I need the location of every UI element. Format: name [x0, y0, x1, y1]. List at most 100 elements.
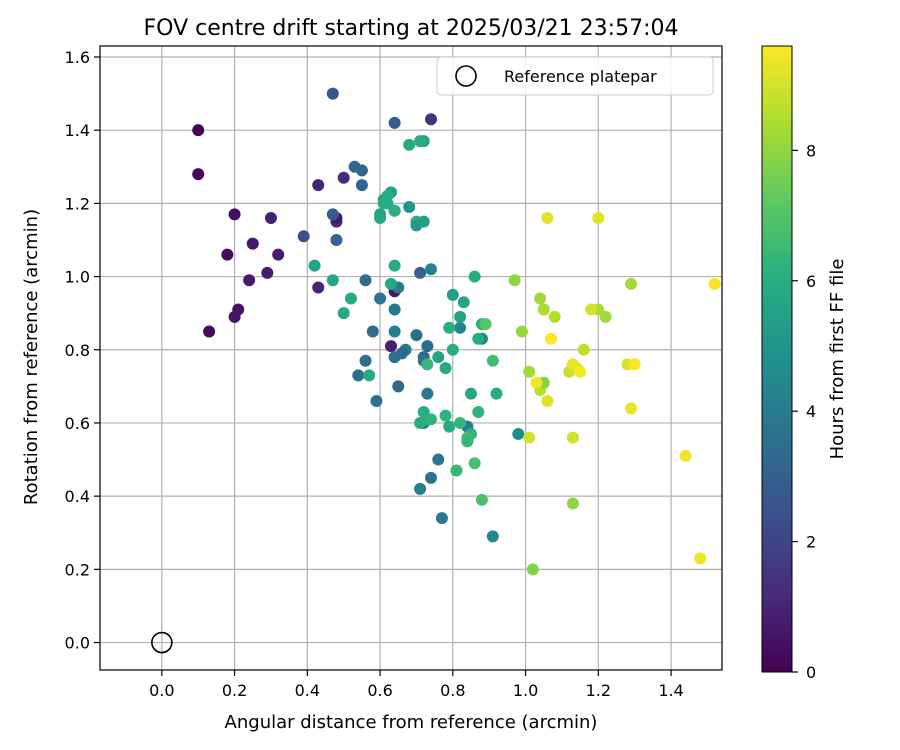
data-point	[472, 332, 485, 345]
data-point	[374, 212, 387, 225]
colorbar	[761, 45, 793, 673]
data-point	[446, 343, 459, 356]
data-point	[337, 171, 350, 184]
data-point	[388, 303, 401, 316]
data-point	[585, 303, 598, 316]
data-point	[432, 453, 445, 466]
colorbar-label: Hours from first FF file	[827, 259, 848, 460]
chart-title: FOV centre drift starting at 2025/03/21 …	[144, 16, 679, 41]
data-point	[326, 274, 339, 287]
plot-frame	[99, 45, 723, 671]
data-point	[366, 325, 379, 338]
data-point	[352, 369, 365, 382]
y-tick-label: 0.0	[65, 634, 90, 653]
data-point	[228, 310, 241, 323]
data-point	[508, 274, 521, 287]
data-point	[388, 116, 401, 129]
data-point	[566, 497, 579, 510]
data-point	[421, 358, 434, 371]
colorbar-tick-label: 4	[806, 402, 816, 421]
data-point	[439, 409, 452, 422]
data-point	[694, 552, 707, 565]
data-point	[566, 431, 579, 444]
data-point	[454, 310, 467, 323]
data-point	[515, 325, 528, 338]
data-point	[490, 387, 503, 400]
data-point	[537, 303, 550, 316]
colorbar-tick-label: 8	[806, 141, 816, 160]
data-point	[414, 135, 427, 148]
data-point	[330, 233, 343, 246]
data-point	[388, 204, 401, 217]
data-point	[625, 402, 638, 415]
data-point	[708, 277, 721, 290]
data-point	[534, 292, 547, 305]
x-tick-label: 0.2	[222, 681, 247, 700]
data-point	[388, 325, 401, 338]
data-point	[417, 215, 430, 228]
y-tick-label: 0.4	[65, 487, 90, 506]
y-tick-label: 0.2	[65, 560, 90, 579]
data-point	[465, 387, 478, 400]
data-point	[523, 365, 536, 378]
data-point	[443, 321, 456, 334]
data-point	[443, 420, 456, 433]
data-point	[548, 310, 561, 323]
data-point	[421, 340, 434, 353]
data-point	[577, 343, 590, 356]
data-point	[421, 387, 434, 400]
data-point	[541, 212, 554, 225]
x-tick-label: 1.2	[586, 681, 611, 700]
colorbar-tick-label: 6	[806, 272, 816, 291]
data-point	[326, 87, 339, 100]
data-point	[523, 431, 536, 444]
data-point	[414, 266, 427, 279]
data-point	[388, 259, 401, 272]
data-point	[192, 124, 205, 137]
data-point	[628, 358, 641, 371]
reference-point	[151, 631, 173, 654]
data-point	[432, 351, 445, 364]
data-point	[359, 274, 372, 287]
data-point	[261, 266, 274, 279]
y-axis-ticks: 0.0 0.2 0.4 0.6 0.8 1.0 1.2 1.4 1.6	[65, 48, 100, 653]
legend: Reference platepar	[436, 56, 714, 96]
data-point	[203, 325, 216, 338]
data-point	[414, 482, 427, 495]
legend-marker-reference	[455, 65, 477, 87]
data-point	[326, 208, 339, 221]
data-point	[468, 270, 481, 283]
data-point	[243, 274, 256, 287]
data-point	[425, 113, 438, 126]
data-point	[297, 230, 310, 243]
x-tick-label: 0.8	[440, 681, 465, 700]
legend-box	[436, 56, 714, 96]
colorbar-ticks: 0 2 4 6 8	[792, 141, 816, 682]
data-point	[370, 395, 383, 408]
data-point	[410, 329, 423, 342]
y-tick-label: 0.6	[65, 414, 90, 433]
data-point	[472, 405, 485, 418]
data-point	[312, 281, 325, 294]
x-tick-label: 1.0	[513, 681, 538, 700]
data-point	[541, 395, 554, 408]
x-tick-label: 1.4	[658, 681, 683, 700]
data-point	[403, 201, 416, 214]
data-point	[355, 179, 368, 192]
data-point	[454, 321, 467, 334]
scatter-points	[192, 87, 721, 576]
colorbar-tick-label: 0	[806, 663, 816, 682]
data-point	[414, 416, 427, 429]
data-point	[574, 365, 587, 378]
data-point	[512, 427, 525, 440]
legend-label-reference: Reference platepar	[504, 67, 657, 86]
data-point	[374, 292, 387, 305]
data-point	[272, 248, 285, 261]
data-point	[384, 340, 397, 353]
data-point	[526, 563, 539, 576]
x-tick-label: 0.4	[295, 681, 320, 700]
data-point	[425, 413, 438, 426]
data-point	[355, 164, 368, 177]
